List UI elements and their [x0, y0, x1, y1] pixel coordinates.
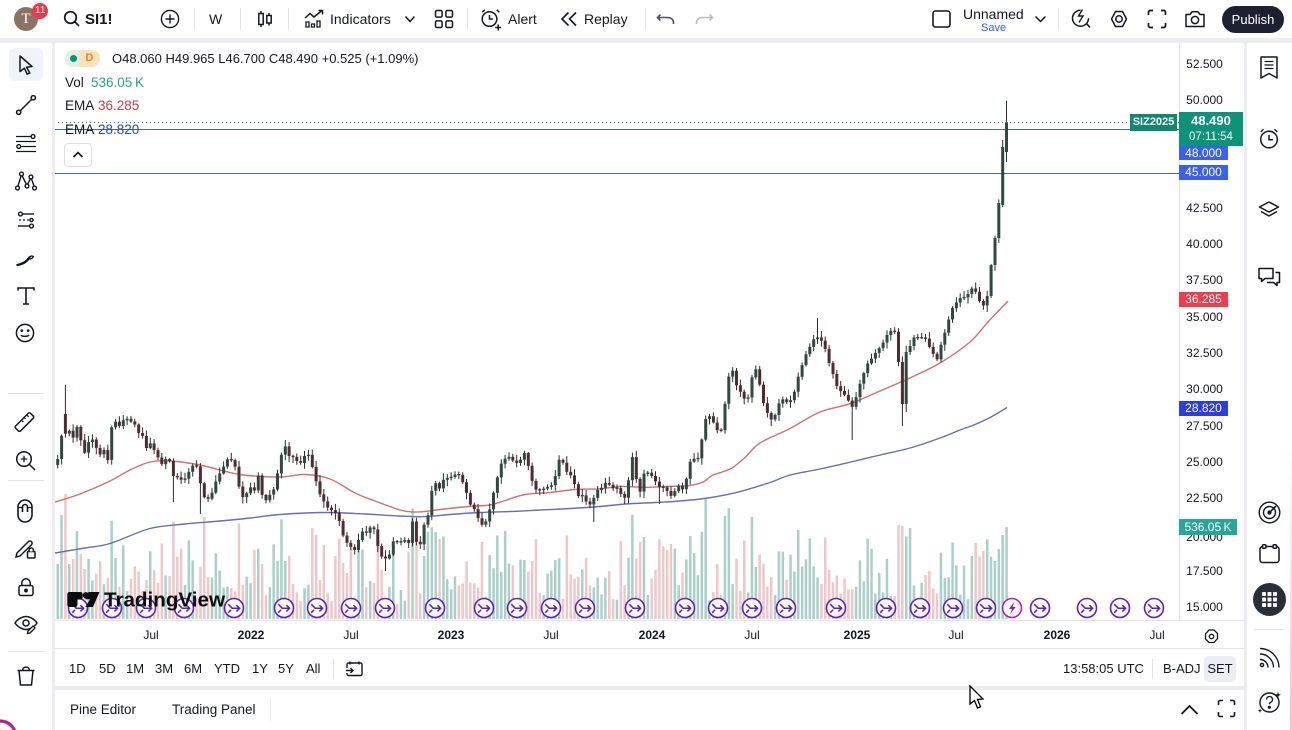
svg-text:TradingView: TradingView	[104, 589, 225, 612]
